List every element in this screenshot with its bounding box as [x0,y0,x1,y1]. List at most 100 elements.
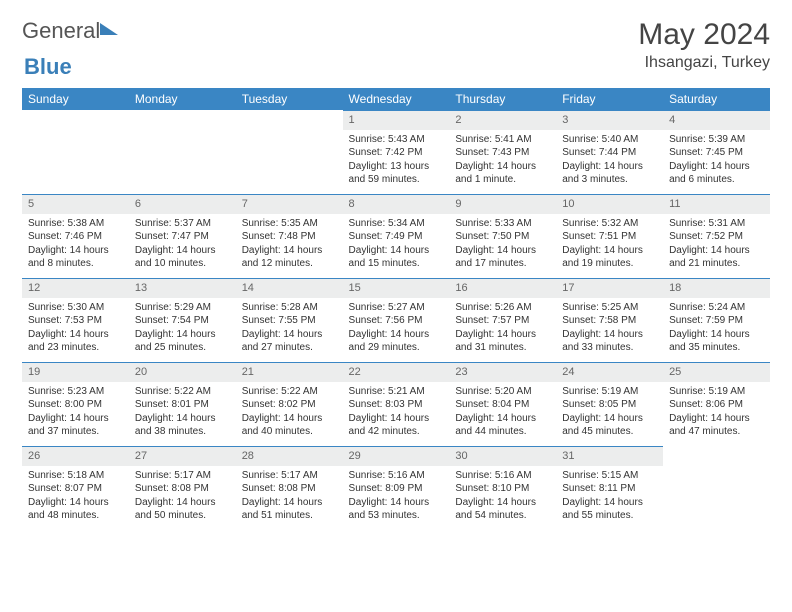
sunrise-line: Sunrise: 5:35 AM [242,217,337,231]
day-details: Sunrise: 5:37 AMSunset: 7:47 PMDaylight:… [129,214,236,275]
sunset-line: Sunset: 7:46 PM [28,230,123,244]
sunrise-line: Sunrise: 5:17 AM [242,469,337,483]
calendar-cell [22,110,129,194]
sunrise-line: Sunrise: 5:31 AM [669,217,764,231]
day-details: Sunrise: 5:28 AMSunset: 7:55 PMDaylight:… [236,298,343,359]
calendar-cell: 20Sunrise: 5:22 AMSunset: 8:01 PMDayligh… [129,362,236,446]
daylight-line: Daylight: 14 hours and 15 minutes. [349,244,444,271]
day-number: 7 [236,194,343,214]
day-details: Sunrise: 5:30 AMSunset: 7:53 PMDaylight:… [22,298,129,359]
daylight-line: Daylight: 14 hours and 21 minutes. [669,244,764,271]
calendar-cell: 14Sunrise: 5:28 AMSunset: 7:55 PMDayligh… [236,278,343,362]
daylight-line: Daylight: 14 hours and 48 minutes. [28,496,123,523]
day-details: Sunrise: 5:34 AMSunset: 7:49 PMDaylight:… [343,214,450,275]
calendar-cell: 3Sunrise: 5:40 AMSunset: 7:44 PMDaylight… [556,110,663,194]
daylight-line: Daylight: 14 hours and 40 minutes. [242,412,337,439]
sunrise-line: Sunrise: 5:21 AM [349,385,444,399]
calendar-row: 19Sunrise: 5:23 AMSunset: 8:00 PMDayligh… [22,362,770,446]
daylight-line: Daylight: 14 hours and 50 minutes. [135,496,230,523]
day-number: 29 [343,446,450,466]
weekday-header: Tuesday [236,88,343,110]
day-details: Sunrise: 5:41 AMSunset: 7:43 PMDaylight:… [449,130,556,191]
sunrise-line: Sunrise: 5:40 AM [562,133,657,147]
daylight-line: Daylight: 14 hours and 37 minutes. [28,412,123,439]
day-details: Sunrise: 5:33 AMSunset: 7:50 PMDaylight:… [449,214,556,275]
daylight-line: Daylight: 14 hours and 6 minutes. [669,160,764,187]
daylight-line: Daylight: 14 hours and 12 minutes. [242,244,337,271]
title-block: May 2024 Ihsangazi, Turkey [638,18,770,72]
daylight-line: Daylight: 14 hours and 35 minutes. [669,328,764,355]
calendar-cell: 13Sunrise: 5:29 AMSunset: 7:54 PMDayligh… [129,278,236,362]
day-details: Sunrise: 5:31 AMSunset: 7:52 PMDaylight:… [663,214,770,275]
calendar-cell: 23Sunrise: 5:20 AMSunset: 8:04 PMDayligh… [449,362,556,446]
sunrise-line: Sunrise: 5:27 AM [349,301,444,315]
sunset-line: Sunset: 7:55 PM [242,314,337,328]
day-number: 11 [663,194,770,214]
day-number: 28 [236,446,343,466]
calendar-cell: 19Sunrise: 5:23 AMSunset: 8:00 PMDayligh… [22,362,129,446]
day-number: 15 [343,278,450,298]
location: Ihsangazi, Turkey [638,54,770,72]
sunset-line: Sunset: 7:45 PM [669,146,764,160]
daylight-line: Daylight: 14 hours and 29 minutes. [349,328,444,355]
sunset-line: Sunset: 8:10 PM [455,482,550,496]
sunrise-line: Sunrise: 5:34 AM [349,217,444,231]
day-details: Sunrise: 5:24 AMSunset: 7:59 PMDaylight:… [663,298,770,359]
calendar-row: 1Sunrise: 5:43 AMSunset: 7:42 PMDaylight… [22,110,770,194]
sunset-line: Sunset: 8:08 PM [242,482,337,496]
day-number: 14 [236,278,343,298]
sunset-line: Sunset: 8:07 PM [28,482,123,496]
calendar-cell: 2Sunrise: 5:41 AMSunset: 7:43 PMDaylight… [449,110,556,194]
sunrise-line: Sunrise: 5:37 AM [135,217,230,231]
day-details: Sunrise: 5:15 AMSunset: 8:11 PMDaylight:… [556,466,663,527]
sunrise-line: Sunrise: 5:26 AM [455,301,550,315]
sunset-line: Sunset: 8:03 PM [349,398,444,412]
calendar-cell: 11Sunrise: 5:31 AMSunset: 7:52 PMDayligh… [663,194,770,278]
calendar-cell: 24Sunrise: 5:19 AMSunset: 8:05 PMDayligh… [556,362,663,446]
calendar-cell: 4Sunrise: 5:39 AMSunset: 7:45 PMDaylight… [663,110,770,194]
sunrise-line: Sunrise: 5:32 AM [562,217,657,231]
daylight-line: Daylight: 14 hours and 54 minutes. [455,496,550,523]
daylight-line: Daylight: 14 hours and 27 minutes. [242,328,337,355]
daylight-line: Daylight: 14 hours and 19 minutes. [562,244,657,271]
sunrise-line: Sunrise: 5:25 AM [562,301,657,315]
day-number: 2 [449,110,556,130]
sunrise-line: Sunrise: 5:28 AM [242,301,337,315]
weekday-header: Friday [556,88,663,110]
daylight-line: Daylight: 14 hours and 55 minutes. [562,496,657,523]
sunrise-line: Sunrise: 5:22 AM [242,385,337,399]
calendar-cell: 1Sunrise: 5:43 AMSunset: 7:42 PMDaylight… [343,110,450,194]
sunrise-line: Sunrise: 5:19 AM [562,385,657,399]
sunset-line: Sunset: 7:43 PM [455,146,550,160]
day-number: 6 [129,194,236,214]
day-number: 5 [22,194,129,214]
sunrise-line: Sunrise: 5:30 AM [28,301,123,315]
sunrise-line: Sunrise: 5:38 AM [28,217,123,231]
day-details: Sunrise: 5:38 AMSunset: 7:46 PMDaylight:… [22,214,129,275]
logo-triangle-icon [100,23,118,35]
sunrise-line: Sunrise: 5:41 AM [455,133,550,147]
calendar-cell: 9Sunrise: 5:33 AMSunset: 7:50 PMDaylight… [449,194,556,278]
calendar-cell: 17Sunrise: 5:25 AMSunset: 7:58 PMDayligh… [556,278,663,362]
day-details: Sunrise: 5:20 AMSunset: 8:04 PMDaylight:… [449,382,556,443]
calendar-table: SundayMondayTuesdayWednesdayThursdayFrid… [22,88,770,530]
sunrise-line: Sunrise: 5:15 AM [562,469,657,483]
calendar-row: 26Sunrise: 5:18 AMSunset: 8:07 PMDayligh… [22,446,770,530]
calendar-cell: 6Sunrise: 5:37 AMSunset: 7:47 PMDaylight… [129,194,236,278]
sunset-line: Sunset: 8:06 PM [669,398,764,412]
day-number: 19 [22,362,129,382]
day-number: 9 [449,194,556,214]
logo: General [22,18,120,44]
sunset-line: Sunset: 7:58 PM [562,314,657,328]
day-number: 3 [556,110,663,130]
day-details: Sunrise: 5:26 AMSunset: 7:57 PMDaylight:… [449,298,556,359]
daylight-line: Daylight: 14 hours and 44 minutes. [455,412,550,439]
day-number: 25 [663,362,770,382]
daylight-line: Daylight: 14 hours and 38 minutes. [135,412,230,439]
day-details: Sunrise: 5:40 AMSunset: 7:44 PMDaylight:… [556,130,663,191]
day-number: 13 [129,278,236,298]
calendar-cell: 22Sunrise: 5:21 AMSunset: 8:03 PMDayligh… [343,362,450,446]
sunrise-line: Sunrise: 5:20 AM [455,385,550,399]
calendar-cell: 21Sunrise: 5:22 AMSunset: 8:02 PMDayligh… [236,362,343,446]
calendar-cell: 31Sunrise: 5:15 AMSunset: 8:11 PMDayligh… [556,446,663,530]
